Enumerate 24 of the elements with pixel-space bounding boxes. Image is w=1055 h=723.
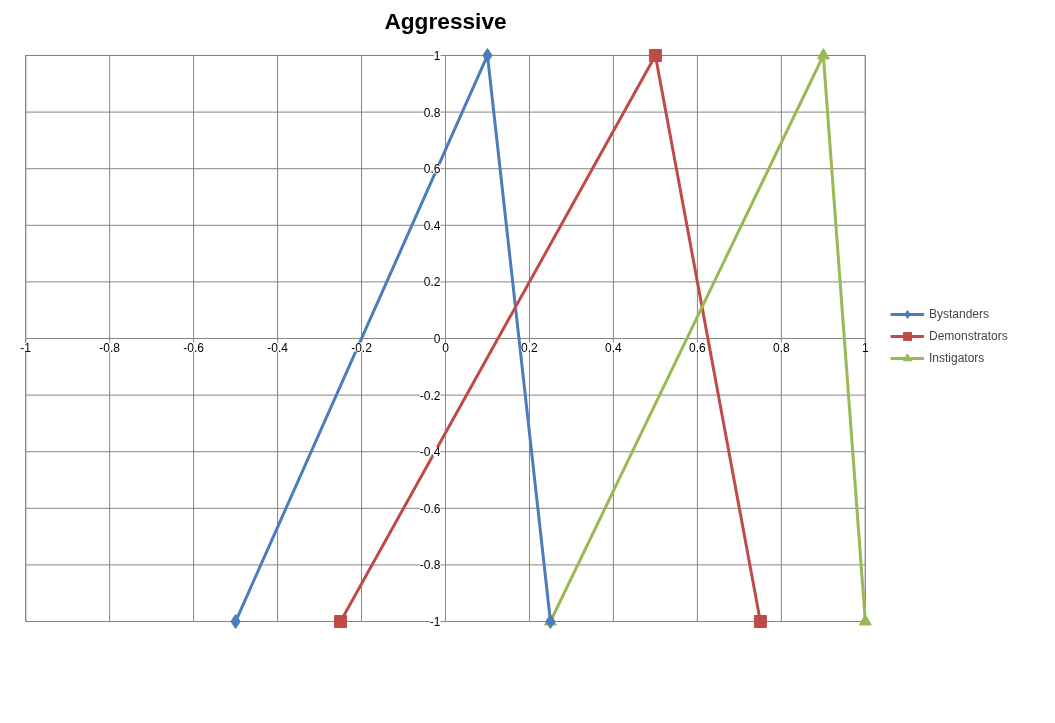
y-tick-label: -0.4 [419,445,441,460]
x-tick-label: -1 [20,340,32,355]
x-tick-label: -0.4 [267,340,289,355]
y-tick-label: 0.4 [423,218,441,233]
x-tick-label: 0.2 [521,340,539,355]
legend-label: Demonstrators [929,329,1008,343]
x-tick-label: -0.6 [183,340,205,355]
y-tick-label: 0.6 [423,162,441,177]
x-tick-label: -0.2 [351,340,373,355]
y-tick-label: -0.2 [419,388,441,403]
x-tick-label: 0.4 [605,340,623,355]
chart-title: Aggressive [384,7,507,34]
legend-label: Bystanders [929,307,990,321]
y-tick-label: -0.8 [419,558,441,573]
y-tick-label: 0.8 [423,105,441,120]
x-tick-label: 0.6 [689,340,707,355]
y-tick-label: 0.2 [423,275,441,290]
y-tick-label: -0.6 [419,501,441,516]
legend-label: Instigators [929,351,985,365]
y-tick-label: 1 [433,48,441,63]
x-tick-label: 0.8 [773,340,791,355]
x-tick-label: -0.8 [99,340,121,355]
y-tick-label: -1 [429,615,441,630]
x-tick-label: 1 [861,340,869,355]
